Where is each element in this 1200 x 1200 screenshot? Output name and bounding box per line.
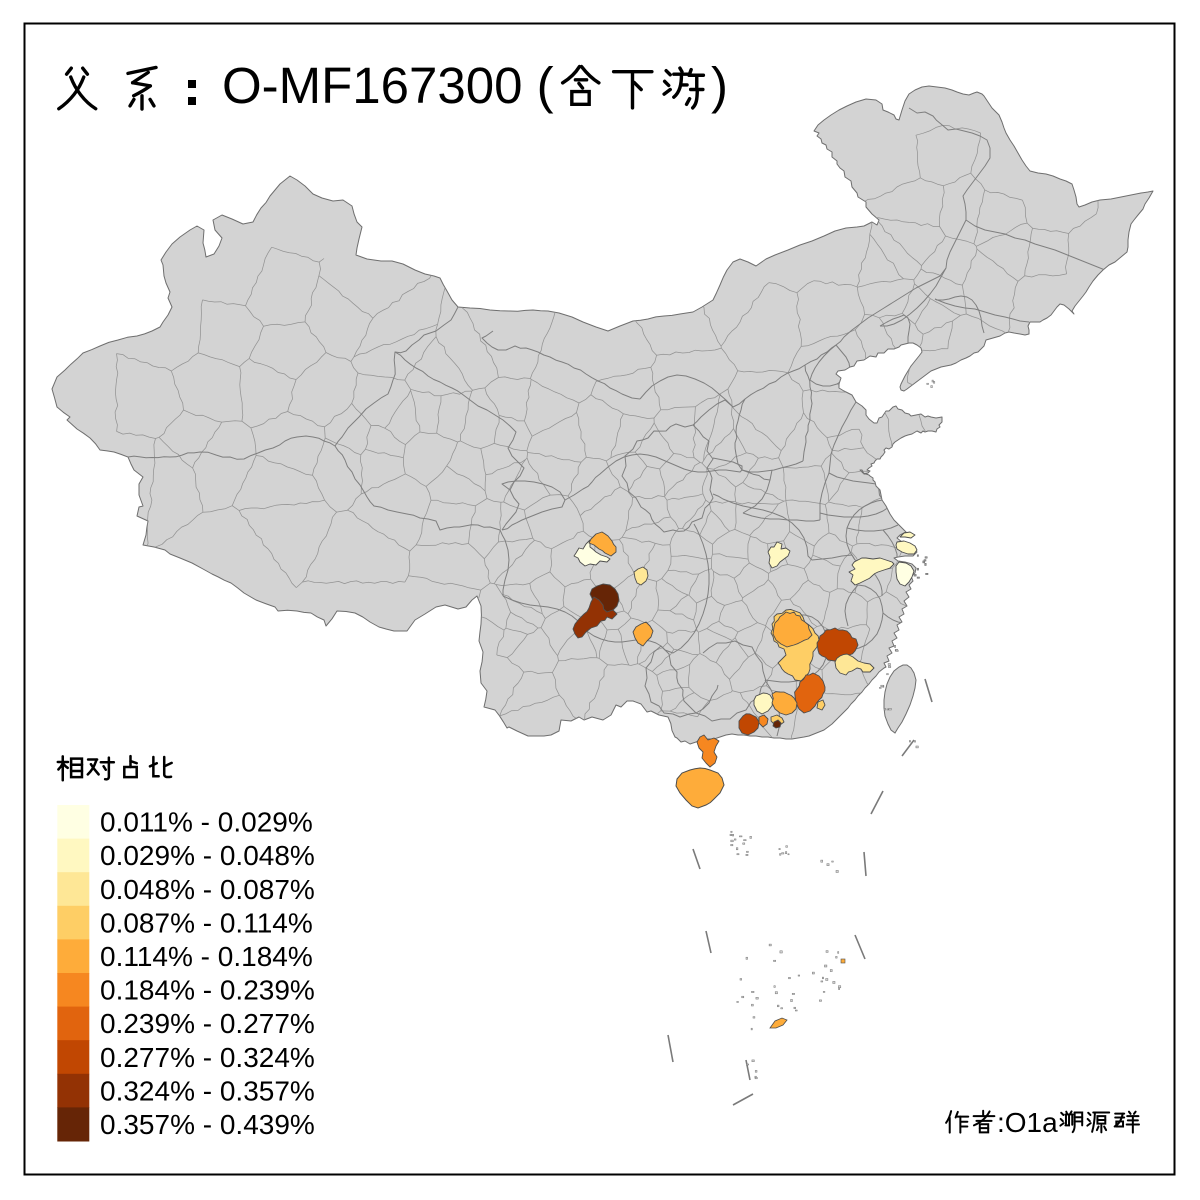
svg-text:0.277% - 0.324%: 0.277% - 0.324% (100, 1042, 315, 1073)
svg-text:0.184% - 0.239%: 0.184% - 0.239% (100, 975, 315, 1006)
svg-text:0.324% - 0.357%: 0.324% - 0.357% (100, 1075, 315, 1106)
svg-text:): ) (711, 57, 728, 114)
svg-text:0.239% - 0.277%: 0.239% - 0.277% (100, 1008, 315, 1039)
svg-text:0.011% - 0.029%: 0.011% - 0.029% (100, 807, 313, 838)
svg-text:0.114% - 0.184%: 0.114% - 0.184% (100, 941, 313, 972)
svg-text:0.357% - 0.439%: 0.357% - 0.439% (100, 1109, 315, 1140)
svg-text:O-MF167300 (: O-MF167300 ( (222, 57, 554, 114)
svg-text:0.048% - 0.087%: 0.048% - 0.087% (100, 874, 315, 905)
svg-text:0.029% - 0.048%: 0.029% - 0.048% (100, 840, 315, 871)
svg-text::O1a: :O1a (997, 1107, 1058, 1138)
svg-text:0.087% - 0.114%: 0.087% - 0.114% (100, 907, 313, 938)
